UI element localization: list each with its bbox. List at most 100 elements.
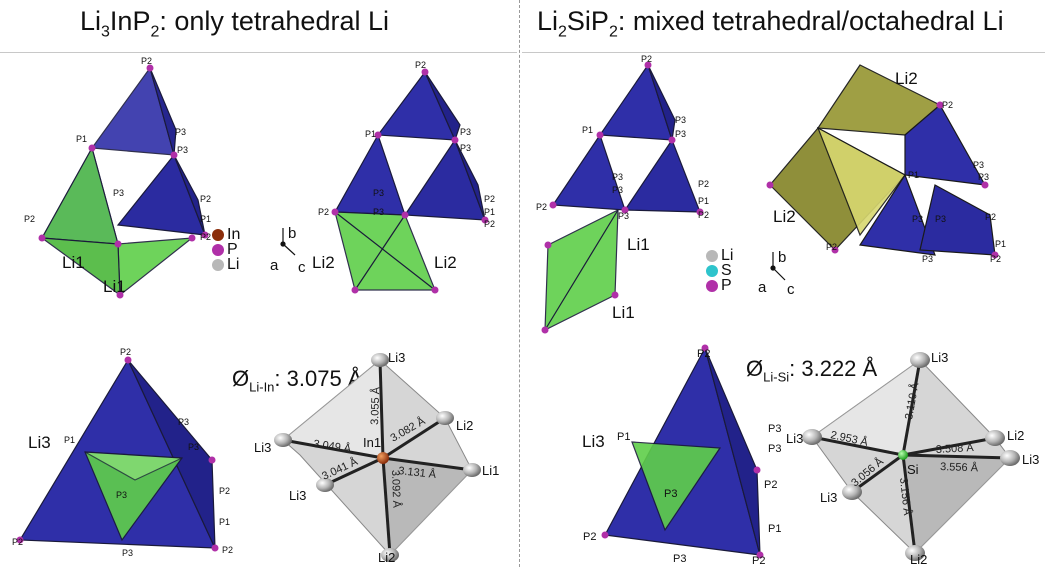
axis-label-c: c xyxy=(298,259,306,276)
in-atom xyxy=(377,452,389,464)
p-atom xyxy=(696,208,704,216)
li-atom xyxy=(802,429,822,445)
atom-label: P2 xyxy=(752,555,765,567)
phosphorus-atoms xyxy=(16,61,999,559)
green-tetrahedron xyxy=(39,237,121,297)
atom-label: P3 xyxy=(922,254,933,264)
atom-label: P1 xyxy=(484,207,495,217)
green-tetrahedron xyxy=(631,441,722,532)
li-atom xyxy=(842,484,862,500)
atom-label: P2 xyxy=(484,194,495,204)
legend-swatch xyxy=(706,264,718,277)
distance-label: 3.131 Å xyxy=(398,464,438,481)
p-atom xyxy=(201,231,209,239)
left-title-underline xyxy=(0,52,517,53)
li-site-label: Li3 xyxy=(582,432,605,451)
li-atom xyxy=(463,463,481,477)
p-atom xyxy=(88,144,96,152)
atom-label: P3 xyxy=(618,211,629,221)
p-atom xyxy=(211,544,219,552)
atom-label: P3 xyxy=(612,172,623,182)
atom-label: P3 xyxy=(178,417,189,427)
bond xyxy=(382,416,446,460)
octa-atom-label: Li3 xyxy=(1022,452,1039,467)
p-atom xyxy=(991,251,999,259)
atom-label: P1 xyxy=(908,170,919,180)
blue-tetrahedron xyxy=(454,139,486,221)
p-atom xyxy=(351,286,359,294)
blue-tetrahedron xyxy=(623,138,701,213)
li-site-label: Li1 xyxy=(627,235,650,254)
atom-label: P3 xyxy=(177,145,188,155)
right-legend: Li S P xyxy=(706,246,734,294)
octa-atom-label: Li3 xyxy=(820,490,837,505)
atom-label: P1 xyxy=(200,214,211,224)
p-atom xyxy=(401,211,409,219)
atom-label: P2 xyxy=(990,254,1001,264)
axis-c xyxy=(282,243,296,256)
atom-label: P1 xyxy=(995,239,1006,249)
legend-label: Li xyxy=(721,246,734,264)
blue-tetrahedron xyxy=(704,347,761,556)
atom-label: P3 xyxy=(673,553,686,565)
axis-a xyxy=(770,265,776,271)
blue-tetrahedron xyxy=(149,67,177,156)
blue-tetrahedron xyxy=(551,133,626,211)
yellow-octahedron xyxy=(816,126,906,237)
p-atom xyxy=(766,181,774,189)
atom-label: P2 xyxy=(12,537,23,547)
li-atom xyxy=(316,478,334,492)
blue-tetrahedron xyxy=(647,64,676,141)
bond xyxy=(902,436,996,457)
atom-label: P2 xyxy=(583,531,596,543)
atom-label: P2 xyxy=(536,202,547,212)
p-atom xyxy=(756,551,764,559)
panel-divider xyxy=(519,0,520,567)
p-atom xyxy=(701,344,709,352)
octahedron-edge xyxy=(354,214,406,291)
legend-entry: Li xyxy=(212,256,240,273)
li-site-label: Li2 xyxy=(434,253,457,272)
li-atom xyxy=(985,430,1005,446)
axis-label-a: a xyxy=(270,257,279,274)
atom-label: P3 xyxy=(912,214,923,224)
si-atom xyxy=(898,450,908,460)
li-atom xyxy=(1000,450,1020,466)
p-atom xyxy=(114,240,122,248)
legend-swatch xyxy=(706,249,718,262)
li-site-label: Li2 xyxy=(895,69,918,88)
axis-label-c: c xyxy=(787,281,795,298)
li-site-label: Li1 xyxy=(612,303,635,322)
legend-label: P xyxy=(721,276,732,294)
p-atom xyxy=(549,201,557,209)
octa-atom-label: Li2 xyxy=(1007,428,1024,443)
octa-atom-label: Li2 xyxy=(910,552,927,567)
atom-label: P2 xyxy=(826,242,837,252)
axis-label-b: b xyxy=(778,249,786,266)
li-site-label: Li1 xyxy=(103,277,126,296)
tetrahedron-edge xyxy=(544,209,619,331)
li-site-label: Li2 xyxy=(773,207,796,226)
atom-label: P3 xyxy=(460,143,471,153)
p-atom xyxy=(596,131,604,139)
li-site-label: Li1 xyxy=(62,253,85,272)
legend-swatch xyxy=(212,243,224,256)
atom-label: P2 xyxy=(697,348,710,360)
octa-atom-label: Li3 xyxy=(254,440,271,455)
legend-label: P xyxy=(227,240,238,258)
atom-label: P3 xyxy=(116,490,127,500)
bond xyxy=(378,359,385,459)
blue-tetrahedron xyxy=(173,154,206,236)
legend-entry: P xyxy=(212,240,240,258)
left-top-tetrahedra-2 xyxy=(334,70,486,291)
distance-label: 3.156 Å xyxy=(897,477,914,517)
green-tetrahedron xyxy=(117,237,194,297)
right-top-tetrahedra xyxy=(544,63,701,331)
li-atom xyxy=(371,353,389,367)
legend-entry: Li xyxy=(706,246,734,264)
distance-label: 3.556 Å xyxy=(940,460,979,474)
blue-tetrahedron xyxy=(424,71,461,142)
green-tetrahedron xyxy=(84,451,183,481)
distance-label: 3.055 Å xyxy=(368,386,382,425)
bond xyxy=(851,453,904,494)
